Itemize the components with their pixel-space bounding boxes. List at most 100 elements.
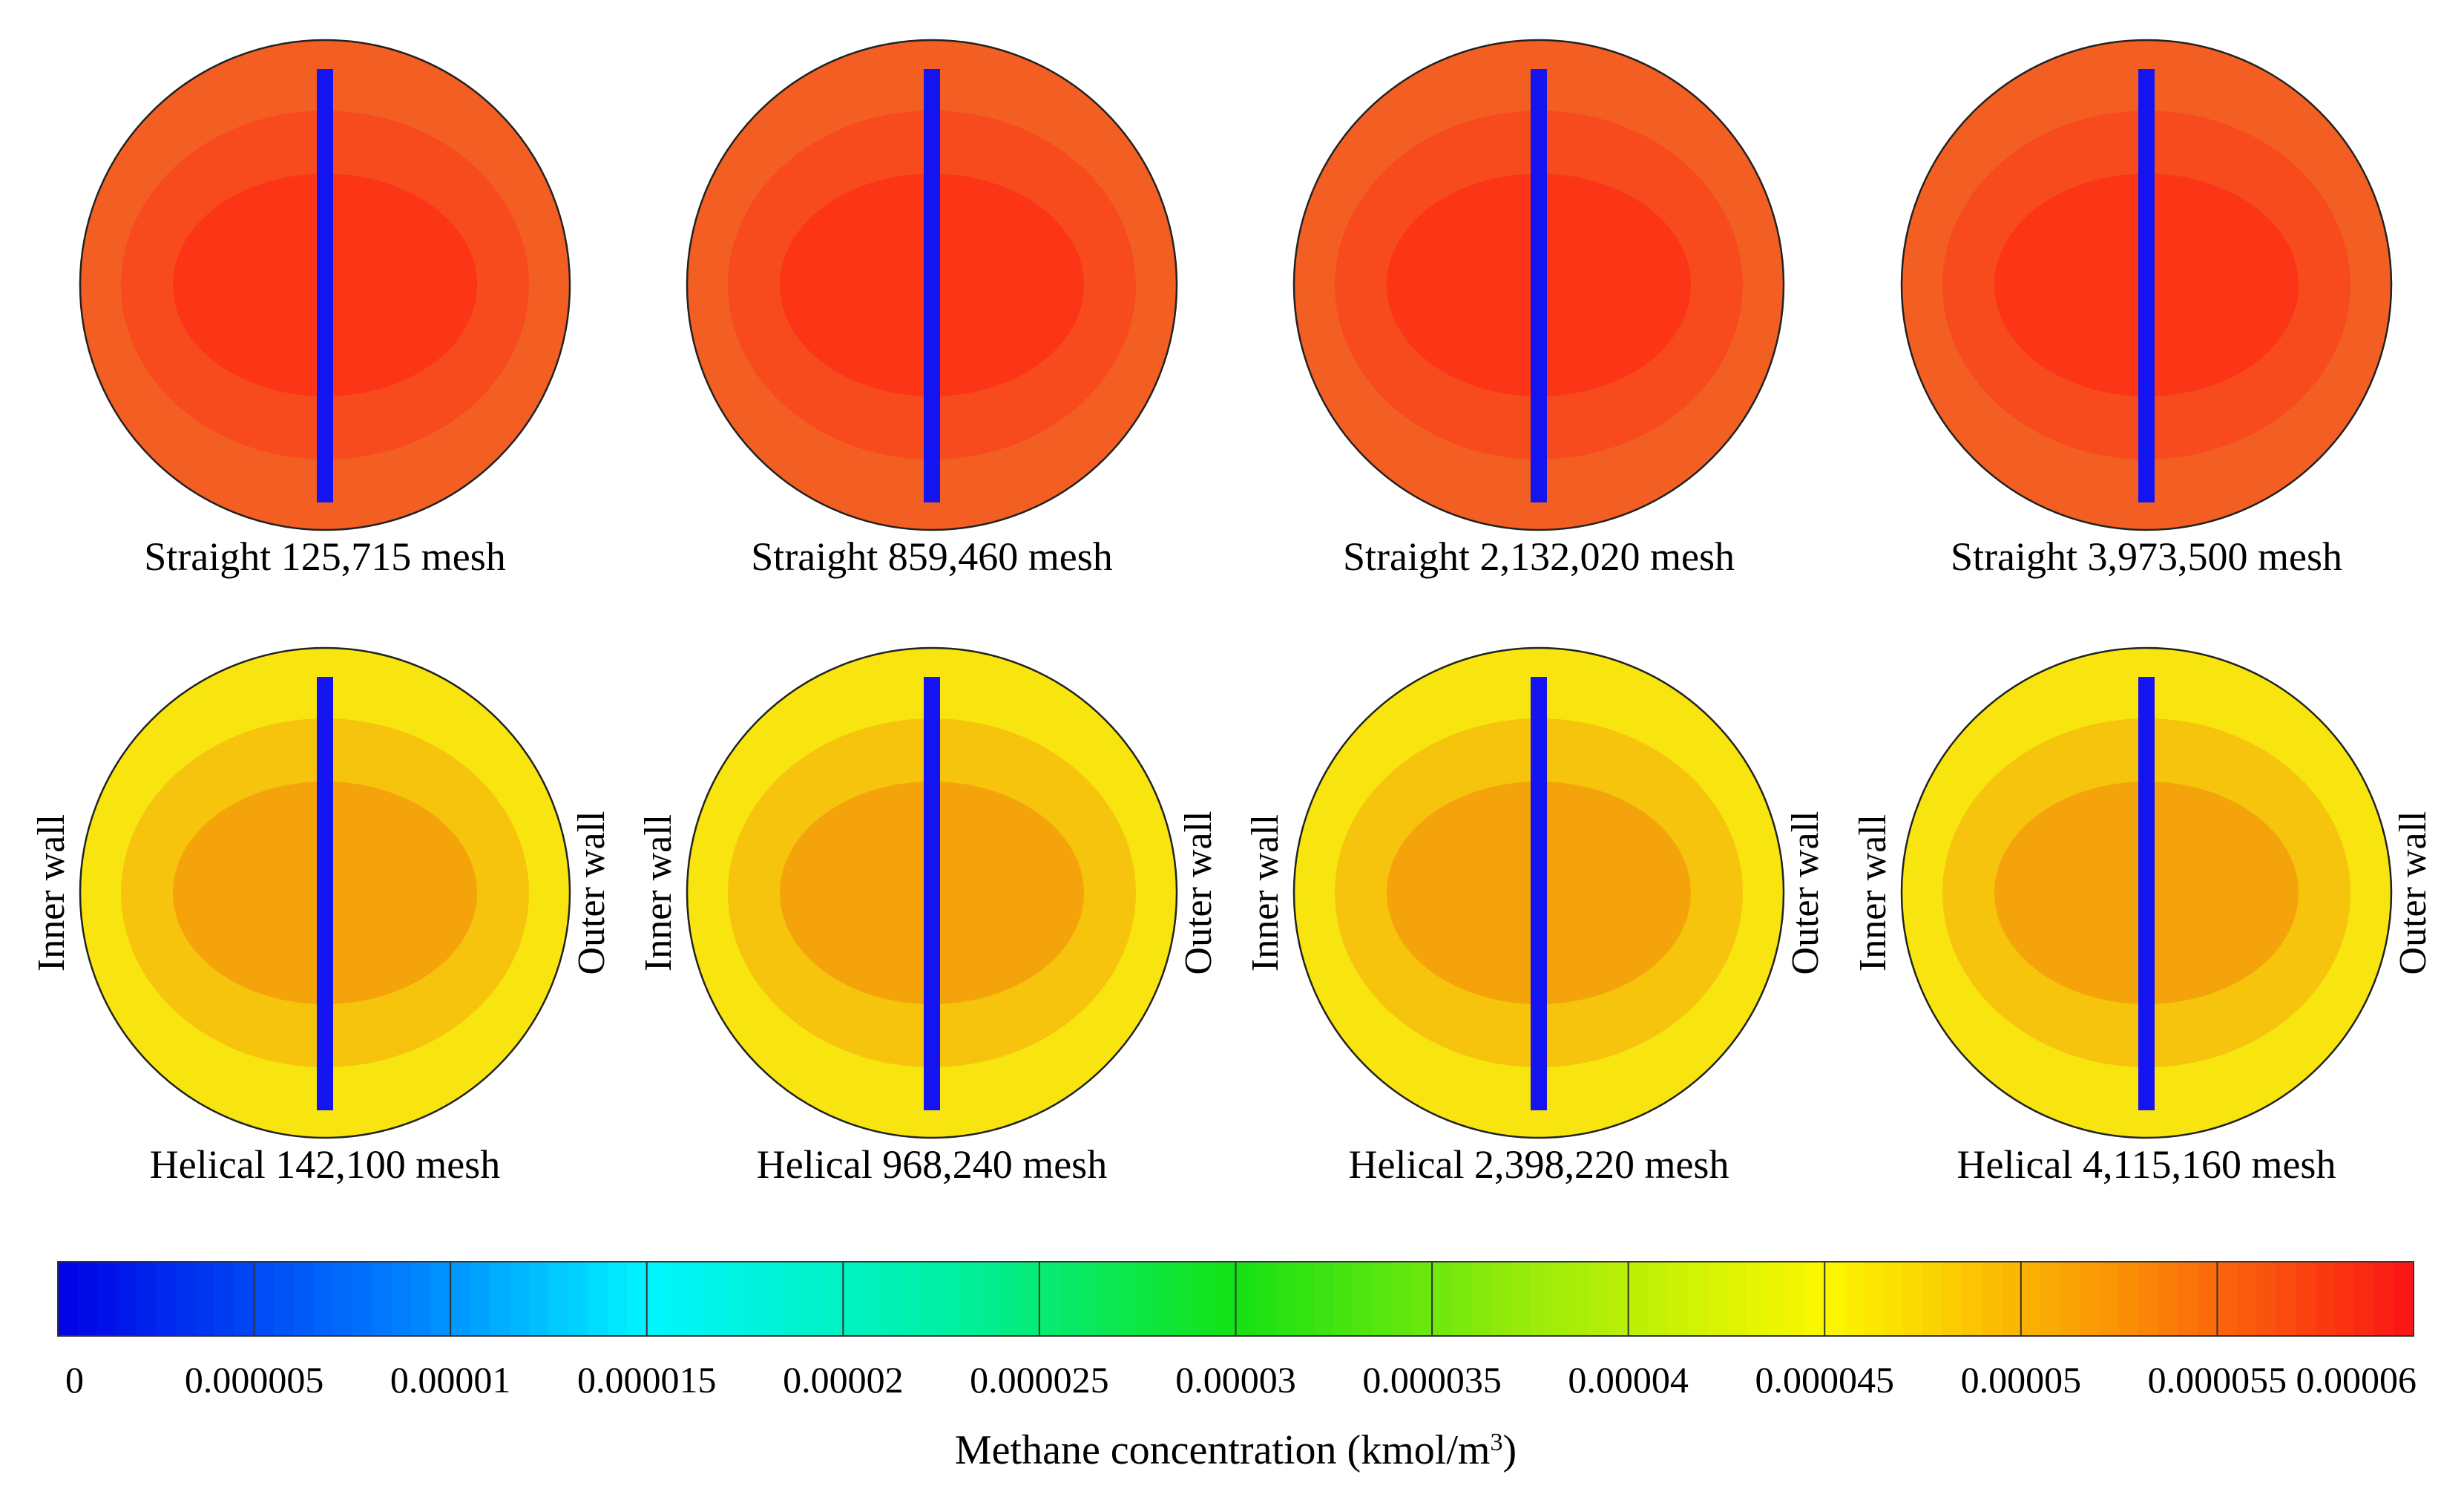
contour-panel-straight-3	[1292, 39, 1785, 531]
contour-panel-straight-4	[1900, 39, 2393, 531]
outer-wall-label: Outer wall	[1784, 811, 1827, 975]
sampling-line-marker	[317, 69, 333, 502]
colorbar-swatch	[1746, 1262, 1767, 1336]
colorbar-swatch	[96, 1262, 117, 1336]
colorbar-swatch	[607, 1262, 628, 1336]
colorbar-swatch	[980, 1262, 1001, 1336]
contour-panel-helical-1	[79, 646, 571, 1139]
contour-panels: Straight 125,715 mesh Straight 859,460 me…	[30, 39, 2434, 1187]
colorbar-swatch	[882, 1262, 903, 1336]
colorbar-swatch	[1235, 1262, 1256, 1336]
colorbar-swatch	[450, 1262, 471, 1336]
colorbar-swatch	[1726, 1262, 1747, 1336]
colorbar-swatch	[941, 1262, 962, 1336]
colorbar-swatch	[1059, 1262, 1080, 1336]
colorbar-swatch	[2119, 1262, 2140, 1336]
colorbar-swatch	[1510, 1262, 1531, 1336]
inner-wall-label: Inner wall	[637, 814, 680, 972]
colorbar-swatch	[1393, 1262, 1413, 1336]
contour-panel-straight-2	[686, 39, 1178, 531]
colorbar-swatch	[1137, 1262, 1158, 1336]
colorbar-swatch	[1294, 1262, 1315, 1336]
outer-wall-label: Outer wall	[2392, 811, 2434, 975]
colorbar-swatch	[2335, 1262, 2356, 1336]
sampling-line-marker	[317, 677, 333, 1110]
contour-panel-helical-4	[1900, 646, 2393, 1139]
colorbar-swatch	[1000, 1262, 1021, 1336]
panel-caption: Straight 3,973,500 mesh	[1951, 534, 2342, 579]
colorbar-swatch	[1667, 1262, 1688, 1336]
colorbar-swatch	[1903, 1262, 1924, 1336]
colorbar-swatch	[1471, 1262, 1492, 1336]
colorbar-swatch	[706, 1262, 726, 1336]
colorbar-swatch	[1157, 1262, 1177, 1336]
colorbar-swatch	[1844, 1262, 1865, 1336]
colorbar-swatch	[1432, 1262, 1453, 1336]
colorbar-swatch	[2217, 1262, 2238, 1336]
colorbar-tick-label: 0.00005	[1961, 1359, 2082, 1401]
colorbar-swatch	[2099, 1262, 2120, 1336]
colorbar-swatch	[1609, 1262, 1629, 1336]
colorbar-swatch	[2138, 1262, 2159, 1336]
disc-outline	[1900, 39, 2393, 531]
panel-caption: Straight 2,132,020 mesh	[1343, 534, 1735, 579]
colorbar-swatch	[352, 1262, 372, 1336]
colorbar-swatch	[1706, 1262, 1727, 1336]
colorbar-swatch	[1314, 1262, 1335, 1336]
colorbar-swatch	[901, 1262, 922, 1336]
colorbar-swatch	[195, 1262, 216, 1336]
sampling-line-marker	[924, 677, 940, 1110]
colorbar-swatch	[1275, 1262, 1295, 1336]
disc-outline	[1292, 646, 1785, 1139]
colorbar-swatch	[1864, 1262, 1885, 1336]
colorbar-swatch	[2040, 1262, 2061, 1336]
colorbar-swatch	[1019, 1262, 1040, 1336]
colorbar-swatch	[214, 1262, 235, 1336]
colorbar-swatch	[2236, 1262, 2257, 1336]
colorbar-tick-label: 0.000035	[1362, 1359, 1502, 1401]
colorbar-swatch	[372, 1262, 392, 1336]
disc-outline	[1900, 646, 2393, 1139]
colorbar-swatch	[1353, 1262, 1374, 1336]
panel-caption: Helical 4,115,160 mesh	[1957, 1142, 2336, 1187]
colorbar-swatch	[58, 1262, 79, 1336]
colorbar-swatch	[1785, 1262, 1806, 1336]
colorbar-swatch	[529, 1262, 550, 1336]
panel-caption: Straight 125,715 mesh	[144, 534, 505, 579]
colorbar-swatch	[274, 1262, 295, 1336]
colorbar-tick-label: 0.000045	[1755, 1359, 1895, 1401]
colorbar-swatch	[1530, 1262, 1551, 1336]
colorbar-swatch	[2020, 1262, 2041, 1336]
colorbar-swatch	[2060, 1262, 2080, 1336]
colorbar-swatch	[1117, 1262, 1138, 1336]
panel-caption: Helical 142,100 mesh	[150, 1142, 500, 1187]
colorbar-swatch	[2296, 1262, 2316, 1336]
colorbar-swatch	[764, 1262, 785, 1336]
colorbar-swatch	[509, 1262, 530, 1336]
colorbar-swatch	[391, 1262, 412, 1336]
colorbar-swatch	[1804, 1262, 1825, 1336]
colorbar-tick-label: 0.000055	[2148, 1359, 2287, 1401]
colorbar-swatch	[1373, 1262, 1393, 1336]
colorbar-tick-label: 0	[65, 1359, 84, 1401]
colorbar-swatch	[588, 1262, 608, 1336]
colorbar-swatch	[1451, 1262, 1472, 1336]
colorbar-swatch	[1216, 1262, 1237, 1336]
colorbar-swatch	[1039, 1262, 1059, 1336]
sampling-line-marker	[1531, 677, 1547, 1110]
colorbar-tick-label: 0.00004	[1568, 1359, 1689, 1401]
colorbar-swatch	[568, 1262, 588, 1336]
colorbar-swatch	[1648, 1262, 1669, 1336]
colorbar-swatch	[175, 1262, 196, 1336]
colorbar-swatch	[1177, 1262, 1197, 1336]
colorbar-swatch	[1569, 1262, 1590, 1336]
sampling-line-marker	[2138, 69, 2155, 502]
disc-outline	[79, 646, 571, 1139]
colorbar-swatch	[77, 1262, 98, 1336]
colorbar-swatch	[1255, 1262, 1276, 1336]
colorbar-swatch	[332, 1262, 353, 1336]
disc-outline	[686, 646, 1178, 1139]
contour-disc	[1902, 40, 2391, 530]
colorbar-swatch	[1078, 1262, 1099, 1336]
